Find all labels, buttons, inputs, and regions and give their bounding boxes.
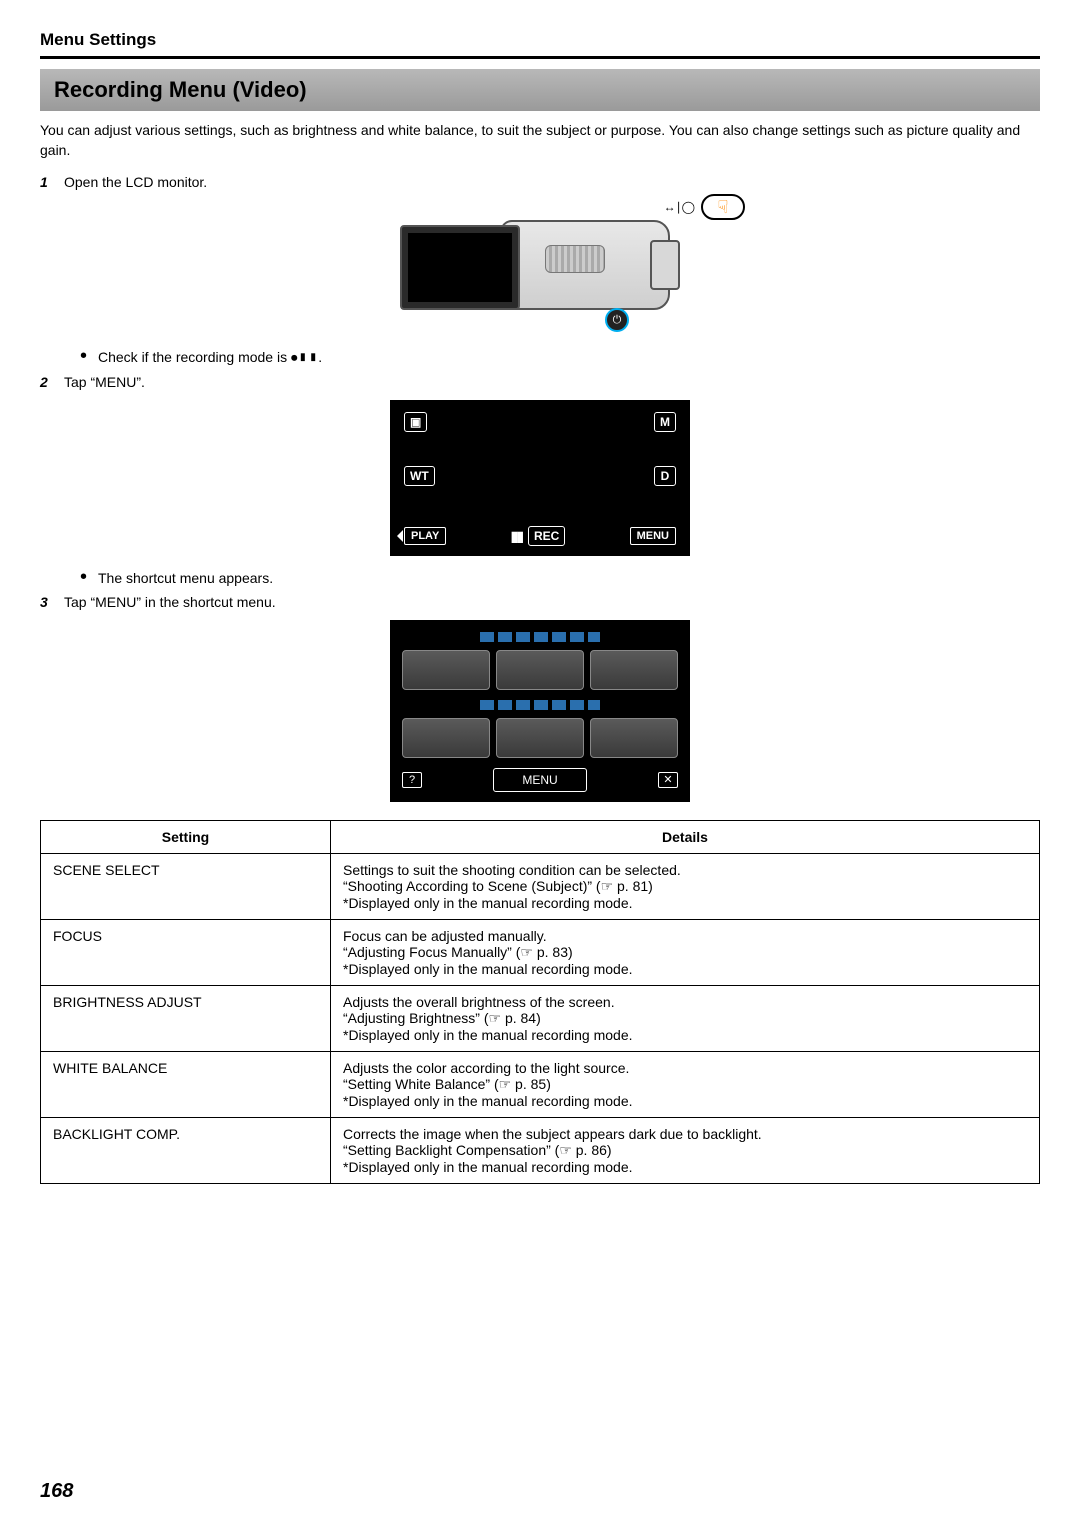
table-row: FOCUS Focus can be adjusted manually. “A…	[41, 920, 1040, 986]
setting-details: Adjusts the color according to the light…	[331, 1052, 1040, 1118]
step-text: Tap “MENU” in the shortcut menu.	[64, 594, 1040, 610]
detail-ref-line: “Adjusting Brightness” (☞ p. 84)	[343, 1010, 1027, 1027]
mode-icon-button[interactable]: ▣	[404, 412, 427, 432]
detail-line: Adjusts the color according to the light…	[343, 1060, 1027, 1076]
close-button[interactable]: ✕	[658, 772, 678, 788]
shortcut-slot[interactable]	[496, 718, 584, 758]
video-mode-icon: ⏺▮▮	[291, 350, 318, 365]
step-number: 2	[40, 374, 64, 390]
rec-button[interactable]: REC	[528, 526, 565, 546]
step-text: Tap “MENU”.	[64, 374, 1040, 390]
m-button[interactable]: M	[654, 412, 676, 432]
touch-indicator: ↔∣◯ ☟	[664, 194, 745, 220]
step-2-bullet: • The shortcut menu appears.	[80, 570, 1040, 586]
setting-details: Focus can be adjusted manually. “Adjusti…	[331, 920, 1040, 986]
setting-details: Settings to suit the shooting condition …	[331, 854, 1040, 920]
table-row: SCENE SELECT Settings to suit the shooti…	[41, 854, 1040, 920]
setting-name: FOCUS	[41, 920, 331, 986]
page-number: 168	[40, 1480, 73, 1503]
table-row: WHITE BALANCE Adjusts the color accordin…	[41, 1052, 1040, 1118]
shortcut-slot[interactable]	[402, 718, 490, 758]
step-text: Open the LCD monitor.	[64, 174, 1040, 190]
setting-name: WHITE BALANCE	[41, 1052, 331, 1118]
settings-table: Setting Details SCENE SELECT Settings to…	[40, 820, 1040, 1184]
step-1: 1 Open the LCD monitor.	[40, 174, 1040, 190]
detail-note-line: *Displayed only in the manual recording …	[343, 1093, 1027, 1109]
detail-ref-line: “Adjusting Focus Manually” (☞ p. 83)	[343, 944, 1027, 961]
detail-line: Adjusts the overall brightness of the sc…	[343, 994, 1027, 1010]
zoom-wt-button[interactable]: WT	[404, 466, 435, 486]
bullet-suffix: .	[318, 349, 322, 365]
power-button-icon: ⏻	[605, 308, 629, 332]
table-header-details: Details	[331, 821, 1040, 854]
step-3: 3 Tap “MENU” in the shortcut menu.	[40, 594, 1040, 610]
menu-button[interactable]: MENU	[630, 527, 676, 545]
d-button[interactable]: D	[654, 466, 676, 486]
detail-line: Settings to suit the shooting condition …	[343, 862, 1027, 878]
setting-name: BACKLIGHT COMP.	[41, 1118, 331, 1184]
lcd-monitor-icon	[400, 225, 520, 310]
step-1-bullet: • Check if the recording mode is ⏺▮▮.	[80, 349, 1040, 366]
detail-ref-line: “Shooting According to Scene (Subject)” …	[343, 878, 1027, 895]
bullet-dot-icon: •	[80, 349, 98, 366]
touch-oval-icon: ☟	[701, 194, 745, 220]
detail-line: Focus can be adjusted manually.	[343, 928, 1027, 944]
hand-icon: ☟	[718, 197, 729, 218]
table-header-setting: Setting	[41, 821, 331, 854]
shortcut-slot[interactable]	[496, 650, 584, 690]
figure-recording-screen: ▣ M WT D PLAY ▮▮ REC MENU	[40, 400, 1040, 556]
detail-ref-line: “Setting White Balance” (☞ p. 85)	[343, 1076, 1027, 1093]
manual-page: Menu Settings Recording Menu (Video) You…	[0, 0, 1080, 1527]
play-button[interactable]: PLAY	[404, 527, 446, 545]
detail-note-line: *Displayed only in the manual recording …	[343, 1027, 1027, 1043]
setting-details: Adjusts the overall brightness of the sc…	[331, 986, 1040, 1052]
intro-paragraph: You can adjust various settings, such as…	[40, 121, 1040, 160]
bullet-text: The shortcut menu appears.	[98, 570, 273, 586]
shortcut-menu-button[interactable]: MENU	[493, 768, 586, 792]
detail-note-line: *Displayed only in the manual recording …	[343, 895, 1027, 911]
shortcut-slot[interactable]	[590, 650, 678, 690]
step-number: 3	[40, 594, 64, 610]
camcorder-grip-icon	[545, 245, 605, 273]
bullet-text: Check if the recording mode is	[98, 349, 287, 365]
figure-shortcut-menu: ? MENU ✕	[40, 620, 1040, 802]
camcorder-lens-icon	[650, 240, 680, 290]
table-row: BRIGHTNESS ADJUST Adjusts the overall br…	[41, 986, 1040, 1052]
shortcut-slot[interactable]	[590, 718, 678, 758]
step-2: 2 Tap “MENU”.	[40, 374, 1040, 390]
pause-icon: ▮▮	[511, 528, 522, 545]
figure-camcorder: ⏻ ↔∣◯ ☟	[40, 200, 1040, 335]
shortcut-title-bar-icon	[480, 700, 600, 710]
table-row: BACKLIGHT COMP. Corrects the image when …	[41, 1118, 1040, 1184]
shortcut-title-bar-icon	[480, 632, 600, 642]
setting-details: Corrects the image when the subject appe…	[331, 1118, 1040, 1184]
shortcut-slot[interactable]	[402, 650, 490, 690]
setting-name: BRIGHTNESS ADJUST	[41, 986, 331, 1052]
detail-line: Corrects the image when the subject appe…	[343, 1126, 1027, 1142]
detail-note-line: *Displayed only in the manual recording …	[343, 961, 1027, 977]
bullet-dot-icon: •	[80, 570, 98, 586]
mode-icons: ↔∣◯	[664, 200, 695, 214]
step-number: 1	[40, 174, 64, 190]
detail-note-line: *Displayed only in the manual recording …	[343, 1159, 1027, 1175]
detail-ref-line: “Setting Backlight Compensation” (☞ p. 8…	[343, 1142, 1027, 1159]
setting-name: SCENE SELECT	[41, 854, 331, 920]
section-banner: Recording Menu (Video)	[40, 69, 1040, 111]
breadcrumb: Menu Settings	[40, 30, 1040, 59]
help-button[interactable]: ?	[402, 772, 422, 788]
